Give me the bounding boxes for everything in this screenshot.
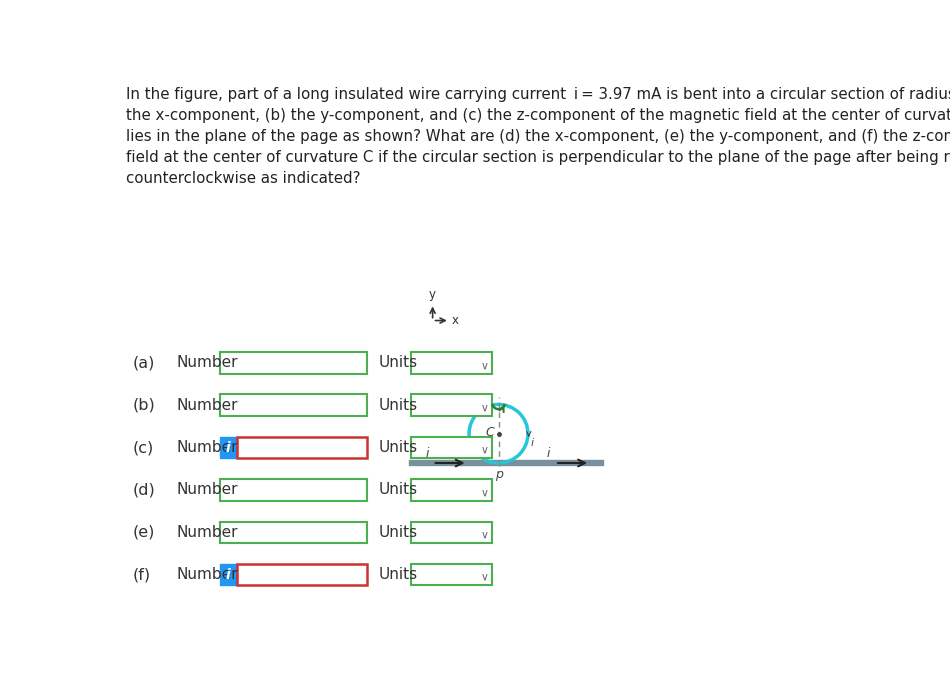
Text: i: i [531,438,534,447]
Text: ∧: ∧ [479,359,487,369]
Text: ∧: ∧ [479,570,487,580]
Bar [409,460,603,465]
Bar [411,352,492,374]
Bar [219,479,367,501]
Text: ∧: ∧ [479,443,487,454]
Bar [411,436,492,458]
Text: p: p [495,468,503,481]
Text: Units: Units [378,355,417,370]
Text: x: x [452,314,459,327]
Text: i: i [546,447,550,460]
Text: Units: Units [378,567,417,582]
Bar [237,564,367,585]
Text: (f): (f) [133,567,151,582]
Bar [219,394,367,416]
Text: -: - [222,525,227,539]
Text: Number: Number [177,440,238,455]
Text: Units: Units [378,398,417,413]
Bar [411,479,492,501]
Text: i: i [226,567,231,582]
Text: (d): (d) [133,482,156,497]
Text: ∧: ∧ [479,486,487,496]
Text: C: C [485,426,494,439]
Bar [219,352,367,374]
Text: i: i [426,447,429,460]
Text: i: i [226,441,231,455]
Text: (e): (e) [133,524,155,539]
Bar [237,436,367,458]
Text: Number: Number [177,482,238,497]
Text: y: y [429,288,436,301]
Text: ∧: ∧ [479,401,487,411]
Text: (b): (b) [133,398,156,413]
Text: Number: Number [177,567,238,582]
Text: In the figure, part of a long insulated wire carrying current  i = 3.97 mA is be: In the figure, part of a long insulated … [126,87,950,186]
Text: Units: Units [378,440,417,455]
Bar [219,436,237,458]
Text: (c): (c) [133,440,154,455]
Text: Number: Number [177,524,238,539]
Bar [219,564,237,585]
Bar [411,394,492,416]
Bar [411,564,492,585]
Text: Number: Number [177,355,238,370]
Bar [411,522,492,543]
Text: Number: Number [177,398,238,413]
Bar [219,522,367,543]
Text: ∧: ∧ [479,528,487,538]
Text: Units: Units [378,524,417,539]
Text: Units: Units [378,482,417,497]
Text: (a): (a) [133,355,155,370]
